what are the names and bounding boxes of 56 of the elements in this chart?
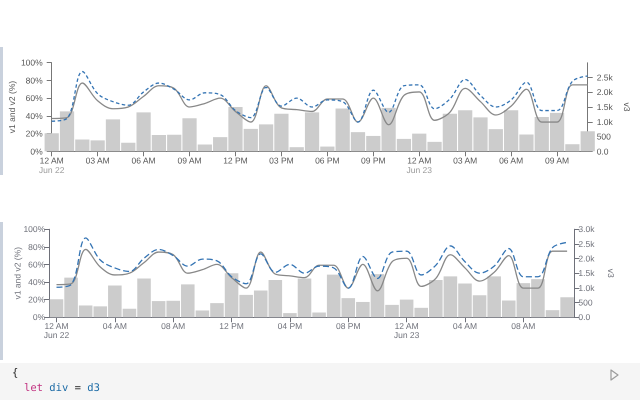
- line-series: [51, 70, 588, 123]
- y-tick-label: 100%: [23, 224, 46, 234]
- x-tick-label: 04 AM: [452, 320, 478, 331]
- y-tick-label: 60%: [28, 259, 46, 270]
- y-tick-label: 80%: [26, 75, 44, 86]
- line-series: [56, 237, 568, 289]
- x-tick-label: 03 AM: [86, 155, 110, 166]
- y-tick-label: 60%: [26, 93, 44, 104]
- y-tick-label: 0%: [30, 146, 44, 156]
- x-tick-label: 04 PM: [278, 320, 302, 331]
- y2-tick-label: 0.0: [596, 146, 609, 156]
- y-tick-label: 40%: [28, 277, 46, 287]
- y2-tick-label: 500: [578, 298, 593, 308]
- y-tick-label: 0%: [32, 312, 46, 322]
- y2-tick-label: 2.5k: [596, 72, 614, 82]
- y2-tick-label: 1.0k: [596, 116, 614, 127]
- y2-tick-label: 1.5k: [578, 268, 596, 278]
- y2-tick-label: 1.5k: [596, 102, 614, 112]
- x-tick-label: 12 AM Jun 22: [38, 155, 65, 175]
- y-tick-label: 80%: [28, 242, 46, 252]
- x-tick-label: 08 AM: [161, 320, 186, 331]
- y2-tick-label: 2.0k: [596, 87, 614, 98]
- y2-axis-title: v3: [606, 268, 616, 278]
- x-tick-label: 04 AM: [102, 320, 127, 331]
- text: let div = d3: [24, 382, 100, 394]
- x-tick-label: 08 AM: [511, 320, 536, 331]
- x-tick-label: 12 AM Jun 22: [44, 320, 70, 340]
- y2-tick-label: 0.0: [578, 312, 590, 322]
- line-series: [56, 248, 568, 292]
- x-tick-label: 06 AM: [132, 155, 156, 166]
- y-tick-label: 20%: [28, 294, 46, 305]
- y2-tick-label: 3.0k: [578, 224, 596, 234]
- x-tick-label: 12 AM Jun 23: [406, 155, 432, 175]
- y-tick-label: 100%: [20, 58, 44, 68]
- x-tick-label: 08 PM: [336, 320, 361, 331]
- x-tick-label: 12 PM: [219, 320, 244, 331]
- x-tick-label: 06 PM: [315, 155, 340, 166]
- y-axis-title: v1 and v2 (%): [12, 246, 23, 300]
- line-series: [51, 82, 588, 126]
- x-tick-label: 03 PM: [269, 155, 294, 166]
- y-axis-title: v1 and v2 (%): [7, 80, 18, 134]
- y2-tick-label: 1.0k: [578, 282, 596, 293]
- y-tick-label: 40%: [26, 110, 44, 121]
- x-tick-label: 12 PM: [223, 155, 248, 166]
- x-tick-label: 06 AM: [499, 155, 524, 166]
- y-tick-label: 20%: [26, 128, 44, 139]
- y2-tick-label: 2.0k: [578, 254, 596, 264]
- x-tick-label: 12 AM Jun 23: [394, 320, 420, 340]
- y2-tick-label: 500: [596, 132, 612, 142]
- x-tick-label: 03 AM: [453, 155, 478, 166]
- text: {: [12, 367, 18, 379]
- x-tick-label: 09 PM: [361, 155, 386, 166]
- x-tick-label: 09 AM: [177, 155, 202, 166]
- y2-axis-title: v3: [622, 102, 632, 112]
- x-tick-label: 09 AM: [545, 155, 570, 166]
- y2-tick-label: 2.5k: [578, 238, 596, 249]
